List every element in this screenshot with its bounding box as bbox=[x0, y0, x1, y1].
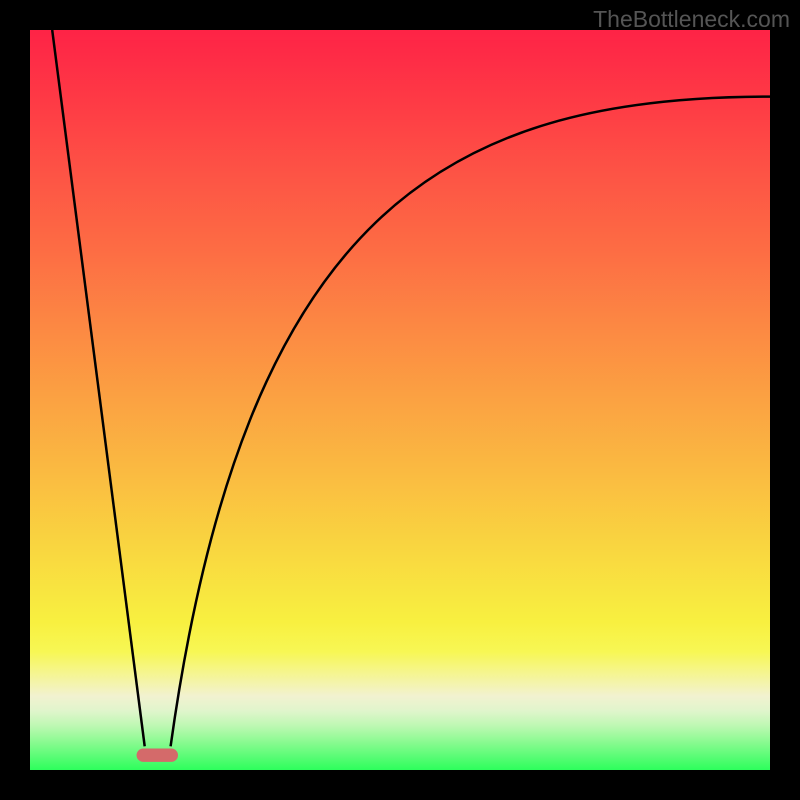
plot-background bbox=[30, 30, 770, 770]
watermark-text: TheBottleneck.com bbox=[593, 6, 790, 33]
chart-svg bbox=[0, 0, 800, 800]
chart-container: TheBottleneck.com bbox=[0, 0, 800, 800]
minimum-marker bbox=[137, 749, 178, 762]
